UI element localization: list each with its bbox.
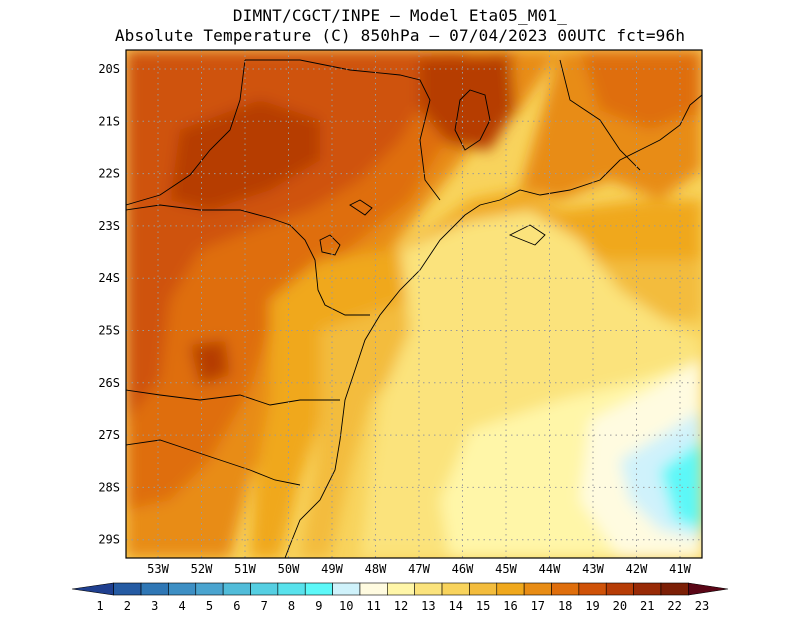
colorbar-box xyxy=(660,582,689,596)
colorbar: 1 2 3 4 5 6 7 8 9 10 11 12 13 14 15 16 17 18 19 20 21 22 23 xyxy=(71,582,729,613)
field-band-20-north xyxy=(420,55,515,150)
colorbar-label: 14 xyxy=(449,599,463,613)
colorbar-box xyxy=(441,582,470,596)
longitude-labels: 53W 52W 51W 50W 49W 48W 47W 46W 45W 44W 43W 42W 41W xyxy=(147,562,691,575)
colorbar-box xyxy=(222,582,251,596)
colorbar-label: 20 xyxy=(613,599,627,613)
colorbar-label: 5 xyxy=(206,599,213,613)
map-title-line-2: Absolute Temperature (C) 850hPa – 07/04/… xyxy=(114,26,686,45)
colorbar-label: 10 xyxy=(339,599,353,613)
longitude-label: 49W xyxy=(321,562,343,575)
longitude-label: 46W xyxy=(452,562,474,575)
longitude-label: 44W xyxy=(539,562,561,575)
colorbar-label: 8 xyxy=(288,599,295,613)
longitude-label: 41W xyxy=(669,562,691,575)
colorbar-box xyxy=(140,582,169,596)
colorbar-label: 16 xyxy=(503,599,517,613)
colorbar-box xyxy=(414,582,443,596)
colorbar-box xyxy=(496,582,525,596)
coastline xyxy=(284,94,702,558)
bay-guanabara xyxy=(508,224,546,246)
colorbar-label: 11 xyxy=(366,599,380,613)
longitude-label: 48W xyxy=(365,562,387,575)
field-band-18-east xyxy=(580,50,702,130)
latitude-labels: 20S 21S 22S 23S 24S 25S 26S 27S 28S 29S xyxy=(98,62,120,547)
latitude-label: 21S xyxy=(98,114,120,128)
colorbar-label: 21 xyxy=(640,599,654,613)
colorbar-label: 6 xyxy=(233,599,240,613)
colorbar-box xyxy=(359,582,388,596)
temperature-field xyxy=(126,50,702,558)
colorbar-box xyxy=(113,582,142,596)
colorbar-labels: 1 2 3 4 5 6 7 8 9 10 11 12 13 14 15 16 17 18 19 20 21 22 23 xyxy=(96,599,709,613)
longitude-label: 42W xyxy=(626,562,648,575)
colorbar-box xyxy=(250,582,279,596)
colorbar-boxes xyxy=(71,582,729,596)
colorbar-box xyxy=(633,582,662,596)
colorbar-label: 9 xyxy=(315,599,322,613)
colorbar-label: 3 xyxy=(151,599,158,613)
latitude-label: 22S xyxy=(98,167,120,181)
state-border-mg xyxy=(245,59,441,201)
latitude-label: 25S xyxy=(98,324,120,338)
latitude-label: 27S xyxy=(98,428,120,442)
colorbar-box xyxy=(605,582,634,596)
longitude-label: 53W xyxy=(147,562,169,575)
map-frame xyxy=(125,49,703,559)
lake-capivara xyxy=(349,199,373,216)
lake-itaipu xyxy=(319,234,341,256)
colorbar-box xyxy=(578,582,607,596)
colorbar-label: 18 xyxy=(558,599,572,613)
lake-furnas xyxy=(454,89,491,151)
longitude-label: 45W xyxy=(495,562,517,575)
longitude-label: 52W xyxy=(191,562,213,575)
latitude-label: 29S xyxy=(98,533,120,547)
colorbar-label: 19 xyxy=(585,599,599,613)
colorbar-label: 23 xyxy=(695,599,709,613)
state-border-ms xyxy=(126,59,246,206)
colorbar-label: 1 xyxy=(96,599,103,613)
map-title-line-1: DIMNT/CGCT/INPE – Model Eta05_M01_ xyxy=(232,6,568,25)
colorbar-box xyxy=(387,582,415,596)
colorbar-box xyxy=(332,582,361,596)
colorbar-box xyxy=(304,582,333,596)
state-border-es xyxy=(559,59,641,171)
state-border-rs xyxy=(126,439,301,486)
coastline-borders xyxy=(126,59,702,558)
field-band-15 xyxy=(300,260,702,558)
field-band-9 xyxy=(660,440,702,530)
colorbar-label: 12 xyxy=(394,599,408,613)
longitude-label: 50W xyxy=(278,562,300,575)
temperature-map: 20S 21S 22S 23S 24S 25S 26S 27S 28S 29S 53W 52W 51W… xyxy=(98,49,703,575)
latitude-label: 20S xyxy=(98,62,120,76)
colorbar-label: 22 xyxy=(667,599,681,613)
grid-lines xyxy=(126,50,702,558)
latitude-label: 26S xyxy=(98,376,120,390)
colorbar-label: 2 xyxy=(124,599,131,613)
state-border-pr xyxy=(126,204,370,316)
colorbar-box xyxy=(168,582,197,596)
latitude-label: 24S xyxy=(98,271,120,285)
field-band-20-south xyxy=(190,340,230,385)
state-border-sc xyxy=(126,389,340,406)
colorbar-label: 17 xyxy=(531,599,545,613)
colorbar-box xyxy=(71,582,114,596)
longitude-label: 47W xyxy=(408,562,430,575)
colorbar-label: 4 xyxy=(178,599,185,613)
longitude-label: 51W xyxy=(234,562,256,575)
colorbar-label: 13 xyxy=(421,599,435,613)
colorbar-box xyxy=(277,582,306,596)
colorbar-box xyxy=(523,582,552,596)
latitude-label: 28S xyxy=(98,480,120,494)
colorbar-box xyxy=(195,582,224,596)
colorbar-label: 7 xyxy=(261,599,268,613)
longitude-label: 43W xyxy=(582,562,604,575)
colorbar-box xyxy=(469,582,498,596)
colorbar-box xyxy=(688,582,729,596)
colorbar-box xyxy=(551,582,580,596)
colorbar-label: 15 xyxy=(476,599,490,613)
latitude-label: 23S xyxy=(98,219,120,233)
